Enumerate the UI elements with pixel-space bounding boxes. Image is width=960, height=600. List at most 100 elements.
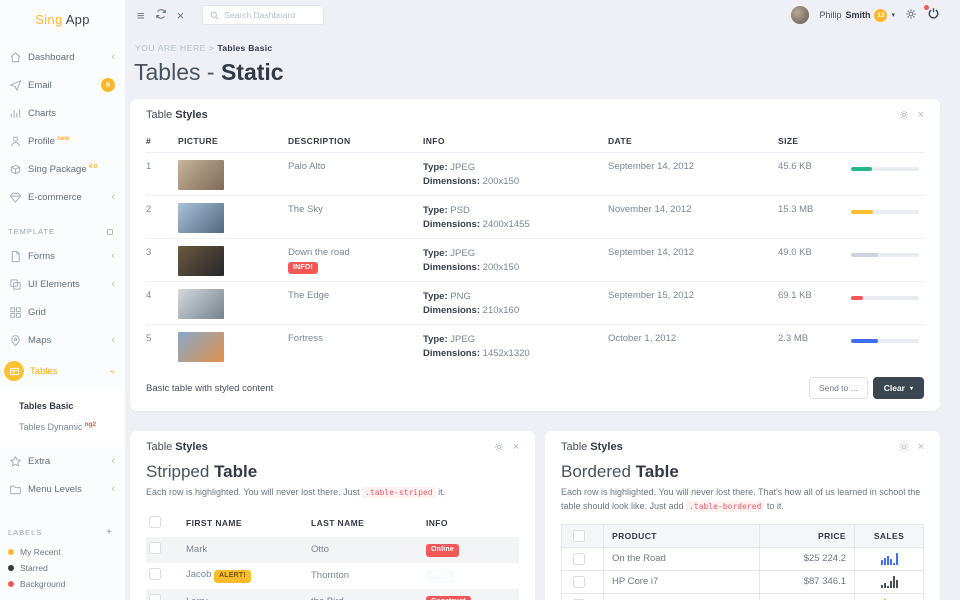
sidebar-item-profile[interactable]: Profile new [0,127,125,155]
card-close-icon[interactable]: × [512,440,519,453]
search-icon [210,11,219,20]
tables-submenu: Tables Basic Tables Dynamic ng2 [0,388,125,447]
chevron-left-icon: ‹ [111,454,115,467]
chevron-down-icon: ‹ [106,369,119,373]
sidebar-item-forms[interactable]: Forms ‹ [0,242,125,270]
row-thumbnail [178,203,224,233]
sidebar-subitem-tables-basic[interactable]: Tables Basic [19,401,74,411]
table-row: 3 Down the road INFO! Type: JPEG Dimensio… [146,239,924,282]
table-row: Mark Otto Online [146,536,519,563]
sidebar-item-sing-package[interactable]: Sing Package 4.0 [0,155,125,183]
sidebar-subitem-tables-dynamic[interactable]: Tables Dynamic ng2 [19,421,97,432]
table-footer: Basic table with styled content Send to … [146,377,924,399]
user-avatar[interactable] [791,6,810,24]
card-header: Table Styles × [146,440,519,453]
row-checkbox[interactable] [149,568,161,581]
table-styles-card-bordered: Table Styles × Bordered Table Each row is… [545,431,940,600]
progress-bar [851,296,919,300]
select-all-checkbox[interactable] [573,529,585,542]
sidebar-item-email[interactable]: Email 9 [0,71,125,99]
card-close-icon[interactable]: × [917,108,924,121]
chevron-left-icon: ‹ [111,333,115,346]
table-row: 5 Fortress Type: JPEG Dimensions: 1452x1… [146,325,924,367]
app-logo[interactable]: Sing App [35,12,90,27]
card-header: Table Styles × [561,440,924,453]
label-my-recent[interactable]: My Recent [0,544,125,560]
sidebar-item-tables[interactable]: Tables ‹ [0,354,125,388]
footer-note: Basic table with styled content [146,382,274,394]
email-count-badge: 9 [101,78,115,92]
logout-power-icon[interactable] [924,5,940,23]
card-settings-gear-icon[interactable] [899,110,909,120]
settings-gear-icon[interactable] [905,8,917,22]
breadcrumb: YOU ARE HERE > Tables Basic [135,43,273,53]
add-label-icon[interactable]: + [106,527,113,538]
bordered-table-header: PRODUCT PRICE SALES [562,524,923,547]
select-all-checkbox[interactable] [149,515,161,528]
hamburger-menu-icon[interactable]: ≡ [137,7,145,23]
status-badge: Online [426,544,459,557]
profile-new-tag: new [56,134,70,142]
sales-sparkline [881,598,898,600]
bar-chart-icon [8,106,22,120]
star-icon [8,454,22,468]
bordered-table: PRODUCT PRICE SALES On the Road $25 224.… [561,523,924,600]
table-row: 2 The Sky Type: PSD Dimensions: 2400x145… [146,196,924,239]
row-thumbnail [178,289,224,319]
table-row: 4 The Edge Type: PNG Dimensions: 210x160… [146,282,924,325]
ng2-tag: ng2 [84,421,97,428]
folder-icon [8,482,22,496]
row-thumbnail [178,160,224,190]
progress-bar [851,167,919,171]
card-close-icon[interactable]: × [917,440,924,453]
table-row: Larry the Bird Construct [146,588,519,600]
refresh-icon[interactable] [155,8,167,22]
sidebar-item-extra[interactable]: Extra ‹ [0,447,125,475]
row-thumbnail [178,332,224,362]
close-icon[interactable]: × [176,7,185,23]
table-icon [4,361,24,381]
grid-icon [8,305,22,319]
card-settings-gear-icon[interactable] [494,442,504,452]
user-menu[interactable]: Philip Smith 13 ▾ [819,8,895,22]
chevron-down-icon: ▾ [891,12,895,19]
collapse-icon[interactable] [107,228,113,235]
sales-sparkline [880,552,898,565]
sidebar-item-charts[interactable]: Charts [0,99,125,127]
send-to-button[interactable]: Send to ... [808,377,868,399]
row-checkbox[interactable] [573,552,585,565]
row-checkbox[interactable] [149,594,161,600]
table-row: 1 Palo Alto Type: JPEG Dimensions: 200x1… [146,153,924,196]
status-badge: Away [426,570,455,583]
row-checkbox[interactable] [573,598,585,600]
sidebar-item-dashboard[interactable]: Dashboard ‹ [0,43,125,71]
row-checkbox[interactable] [573,575,585,588]
progress-bar [851,210,919,214]
sidebar-item-grid[interactable]: Grid [0,298,125,326]
table-styles-card-stripped: Table Styles × Stripped Table Each row is… [130,431,535,600]
package-version-tag: 4.0 [88,162,98,170]
home-icon [8,50,22,64]
sidebar-item-maps[interactable]: Maps ‹ [0,326,125,354]
sidebar-section-template: TEMPLATE [0,211,125,242]
clear-button[interactable]: Clear ▾ [872,377,924,399]
progress-bar [851,253,919,257]
label-starred[interactable]: Starred [0,560,125,576]
sidebar-item-menu-levels[interactable]: Menu Levels ‹ [0,475,125,503]
card-settings-gear-icon[interactable] [899,442,909,452]
chevron-left-icon: ‹ [111,482,115,495]
code-snippet: .table-striped [362,487,436,498]
bordered-table-title: Bordered Table [561,462,679,481]
user-icon [8,134,22,148]
search-input[interactable] [224,10,317,20]
label-background[interactable]: Background [0,576,125,592]
gem-icon [8,190,22,204]
sidebar-item-ui-elements[interactable]: UI Elements ‹ [0,270,125,298]
sidebar-item-ecommerce[interactable]: E-commerce ‹ [0,183,125,211]
row-thumbnail [178,246,224,276]
info-badge: INFO! [288,262,319,275]
row-checkbox[interactable] [149,542,161,555]
package-icon [8,162,22,176]
dark-dot-icon [8,565,14,571]
